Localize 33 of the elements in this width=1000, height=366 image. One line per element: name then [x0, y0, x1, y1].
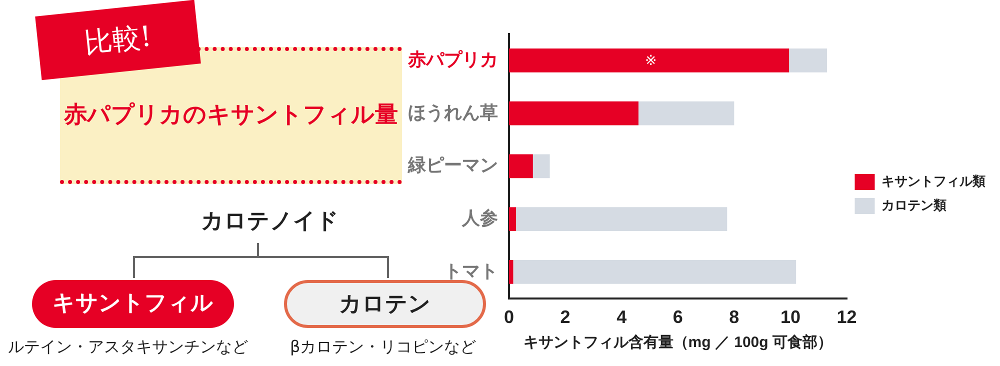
- x-axis-title: キサントフィル含有量（mg ／ 100g 可食部）: [523, 333, 832, 352]
- x-tick-label: 12: [836, 307, 857, 328]
- y-tick-label: ほうれん草: [408, 102, 498, 122]
- bar: [509, 207, 516, 231]
- x-tick-label: 8: [729, 307, 740, 328]
- y-tick-label: トマト: [444, 260, 498, 281]
- x-tick-label: 0: [504, 307, 514, 328]
- legend-label: カロテン類: [881, 198, 946, 213]
- x-tick-label: 2: [560, 307, 570, 328]
- legend-label: キサントフィル類: [881, 174, 986, 189]
- x-tick-label: 10: [780, 307, 800, 328]
- bar: [509, 48, 790, 72]
- y-tick-label: 緑ピーマン: [407, 155, 498, 176]
- x-tick-label: 6: [672, 307, 683, 328]
- bar: [509, 154, 533, 178]
- bar: [509, 101, 638, 126]
- text: 赤パプリカのキサントフィル量: [63, 101, 399, 130]
- bar: [509, 260, 514, 284]
- bar: [638, 101, 734, 126]
- text: キサントフィル: [32, 280, 234, 328]
- bar: [532, 154, 550, 178]
- y-tick-label: 人参: [461, 208, 498, 228]
- bar: [516, 207, 728, 231]
- x-tick-label: 4: [616, 307, 627, 328]
- bar: [789, 48, 828, 72]
- text: 比較!: [35, 0, 201, 80]
- bar: [513, 260, 796, 284]
- annotation: ※: [645, 53, 657, 69]
- text: βカロテン・リコピンなど: [290, 337, 476, 358]
- y-tick-label: 赤パプリカ: [407, 49, 498, 70]
- text: カロテン: [284, 280, 486, 328]
- text: カロテノイド: [200, 208, 340, 236]
- text: ルテイン・アスタキサンチンなど: [8, 337, 248, 358]
